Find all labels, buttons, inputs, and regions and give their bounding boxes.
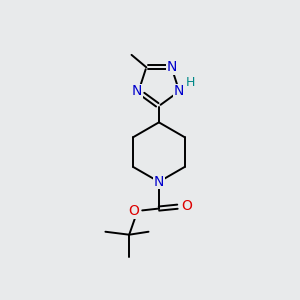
Text: H: H	[186, 76, 195, 89]
Text: N: N	[132, 84, 142, 98]
Text: O: O	[128, 204, 140, 218]
Text: N: N	[166, 60, 177, 74]
Text: N: N	[154, 175, 164, 189]
Text: N: N	[174, 84, 184, 98]
Text: O: O	[181, 199, 192, 213]
